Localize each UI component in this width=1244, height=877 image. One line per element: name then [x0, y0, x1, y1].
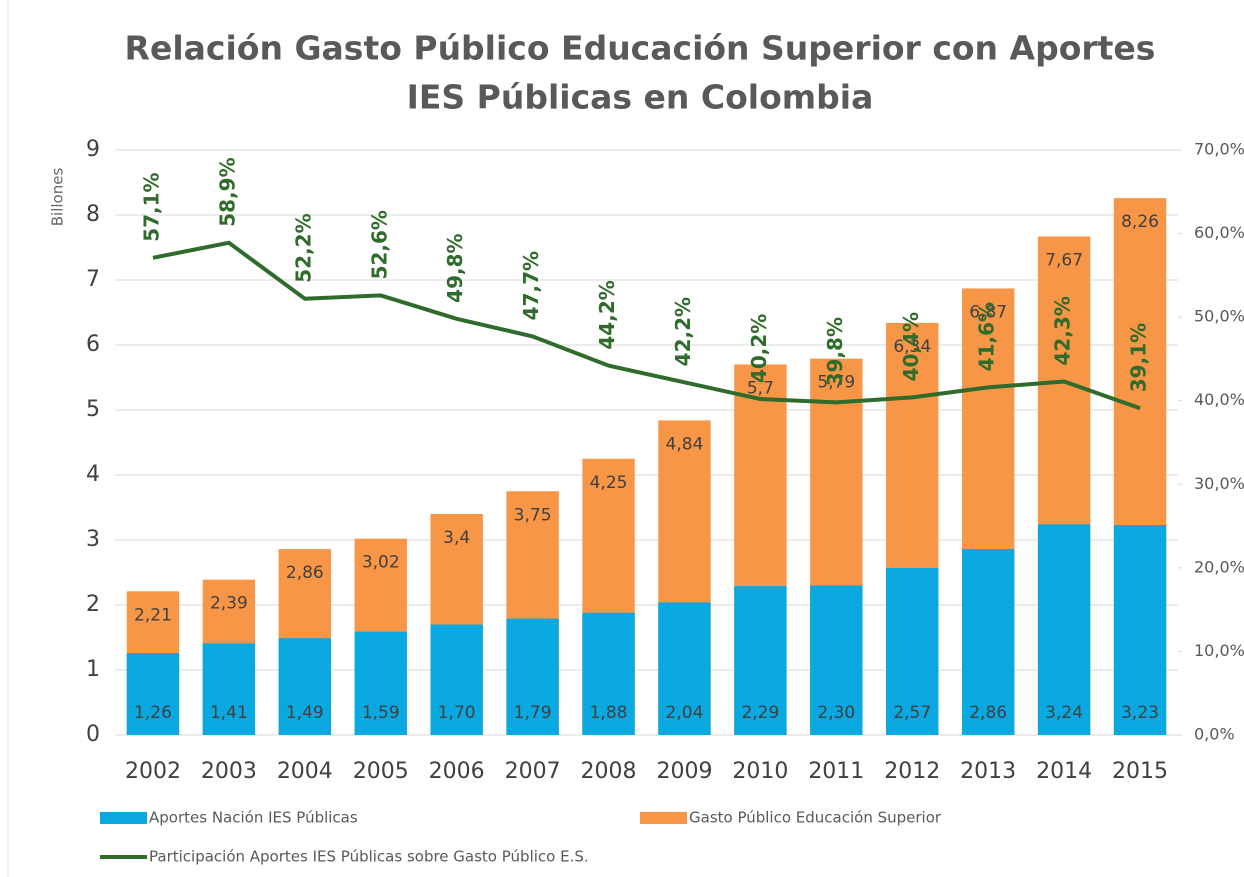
- line-data-label: 52,6%: [367, 210, 391, 279]
- x-tick-label: 2003: [201, 759, 257, 784]
- y-tick-label: 6: [86, 332, 100, 357]
- data-label: 1,59: [362, 703, 400, 723]
- x-tick-label: 2014: [1036, 759, 1092, 784]
- y-tick-label: 9: [86, 137, 100, 162]
- line-data-label: 44,2%: [595, 280, 619, 349]
- x-tick-label: 2012: [884, 759, 940, 784]
- y-tick-label: 0: [86, 722, 100, 747]
- x-tick-label: 2011: [808, 759, 864, 784]
- bar: [278, 638, 332, 735]
- data-label: 1,88: [590, 703, 628, 723]
- y2-tick-label: 50,0%: [1194, 307, 1244, 326]
- line-data-label: 39,8%: [823, 317, 847, 386]
- y-tick-label: 5: [86, 397, 100, 422]
- data-label: 2,57: [893, 703, 931, 723]
- data-label: 2,30: [817, 703, 855, 723]
- data-label: 1,70: [438, 703, 476, 723]
- line-data-label: 40,4%: [899, 312, 923, 381]
- y2-tick-label: 40,0%: [1194, 390, 1244, 409]
- line-data-label: 42,2%: [671, 297, 695, 366]
- x-tick-label: 2007: [505, 759, 561, 784]
- data-label: 2,39: [210, 594, 248, 614]
- data-label: 3,75: [514, 505, 552, 525]
- y2-tick-label: 0,0%: [1194, 725, 1235, 744]
- x-tick-label: 2010: [732, 759, 788, 784]
- line-data-label: 42,3%: [1051, 296, 1075, 365]
- y-axis-label: Billones: [49, 168, 67, 227]
- x-tick-label: 2013: [960, 759, 1016, 784]
- x-tick-label: 2006: [429, 759, 485, 784]
- bar: [1113, 525, 1167, 735]
- y-tick-label: 7: [86, 267, 100, 292]
- data-label: 2,86: [969, 703, 1007, 723]
- data-label: 2,21: [134, 605, 172, 625]
- y-tick-label: 1: [86, 657, 100, 682]
- y-tick-label: 2: [86, 592, 100, 617]
- y2-tick-label: 10,0%: [1194, 641, 1244, 660]
- y-tick-label: 4: [86, 462, 100, 487]
- x-tick-label: 2004: [277, 759, 333, 784]
- line-data-label: 57,1%: [139, 172, 163, 241]
- y2-tick-label: 70,0%: [1194, 140, 1244, 159]
- x-tick-label: 2002: [125, 759, 181, 784]
- bar: [582, 612, 635, 735]
- data-label: 2,04: [666, 703, 704, 723]
- x-tick-label: 2005: [353, 759, 409, 784]
- line-data-label: 58,9%: [215, 157, 239, 226]
- data-label: 1,79: [514, 703, 552, 723]
- data-label: 4,25: [590, 473, 628, 493]
- data-label: 1,41: [210, 703, 248, 723]
- data-label: 7,67: [1045, 250, 1083, 270]
- bar: [1037, 524, 1091, 735]
- legend-label: Gasto Público Educación Superior: [689, 809, 942, 827]
- x-tick-label: 2015: [1112, 759, 1168, 784]
- data-label: 2,29: [741, 703, 779, 723]
- data-label: 6,87: [969, 302, 1007, 322]
- x-tick-label: 2008: [581, 759, 637, 784]
- line-data-label: 40,2%: [747, 314, 771, 383]
- bar: [202, 643, 256, 735]
- data-label: 3,24: [1045, 703, 1083, 723]
- data-label: 5,79: [817, 373, 855, 393]
- data-label: 5,7: [747, 379, 774, 399]
- data-label: 2,86: [286, 563, 324, 583]
- data-label: 3,02: [362, 553, 400, 573]
- data-label: 6,34: [893, 337, 931, 357]
- line-data-label: 47,7%: [519, 251, 543, 320]
- legend-label: Participación Aportes IES Públicas sobre…: [149, 848, 589, 866]
- bar: [961, 549, 1015, 735]
- data-label: 8,26: [1121, 212, 1159, 232]
- y-tick-label: 3: [86, 527, 100, 552]
- line: [152, 240, 1141, 411]
- line-data-label: 52,2%: [291, 213, 315, 282]
- bar: [430, 624, 483, 735]
- data-label: 1,49: [286, 703, 324, 723]
- line-data-label: 41,6%: [975, 302, 999, 371]
- bar: [354, 631, 407, 735]
- data-label: 3,4: [443, 528, 470, 548]
- line-data-label: 39,1%: [1127, 323, 1151, 392]
- data-label: 3,23: [1121, 703, 1159, 723]
- chart-title: IES Públicas en Colombia: [407, 78, 874, 117]
- bar: [658, 602, 711, 735]
- legend-label: Aportes Nación IES Públicas: [149, 809, 358, 827]
- x-tick-label: 2009: [656, 759, 712, 784]
- y-tick-label: 8: [86, 202, 100, 227]
- bar: [886, 567, 939, 735]
- legend-swatch: [640, 812, 687, 824]
- y2-tick-label: 30,0%: [1194, 474, 1244, 493]
- bar: [810, 585, 863, 735]
- bar: [126, 653, 180, 735]
- chart-title: Relación Gasto Público Educación Superio…: [125, 29, 1156, 68]
- y2-tick-label: 60,0%: [1194, 223, 1244, 242]
- y2-tick-label: 20,0%: [1194, 557, 1244, 576]
- bar: [506, 618, 559, 735]
- data-label: 4,84: [666, 434, 704, 454]
- legend-swatch: [100, 812, 147, 824]
- line-data-label: 49,8%: [443, 233, 467, 302]
- data-label: 1,26: [134, 703, 172, 723]
- bar: [734, 586, 787, 735]
